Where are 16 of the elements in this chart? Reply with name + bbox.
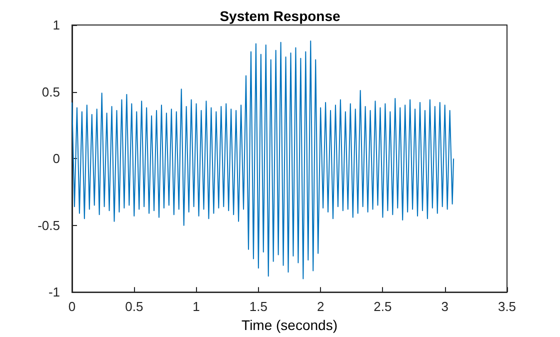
x-tick-label: 0.5 [125, 299, 144, 314]
chart-title: System Response [220, 8, 341, 24]
x-tick-label: 2.5 [374, 299, 392, 314]
x-tick-label: 0 [68, 299, 76, 314]
x-tick-label: 3.5 [498, 299, 516, 314]
x-tick-label: 1.5 [249, 299, 268, 314]
y-tick-label: -1 [48, 284, 60, 300]
line-series [72, 40, 454, 280]
y-tick-label: -0.5 [38, 218, 60, 233]
y-tick-label: 0.5 [42, 84, 60, 100]
x-tick-label: 1 [192, 299, 200, 314]
x-tick-label: 2 [316, 299, 324, 314]
y-tick-label: 1 [52, 18, 60, 32]
x-tick-label: 3 [441, 299, 448, 314]
x-axis-title: Time (seconds) [242, 317, 338, 333]
y-tick-label: 0 [52, 151, 60, 166]
